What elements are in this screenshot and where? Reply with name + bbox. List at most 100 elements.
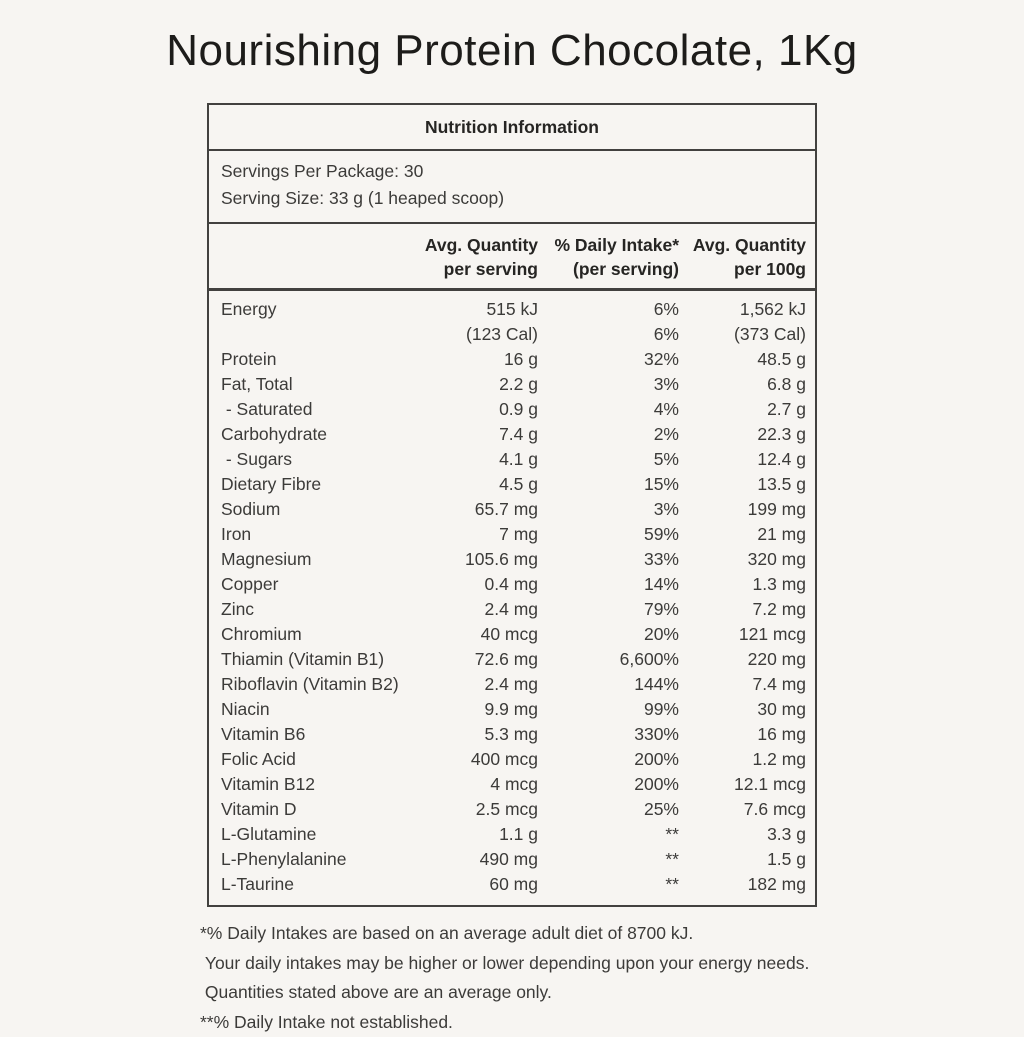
nutrient-value: 4 mcg bbox=[421, 772, 538, 797]
nutrient-value: 7 mg bbox=[421, 522, 538, 547]
nutrient-label: Vitamin B6 bbox=[209, 722, 421, 747]
servings-per-package-line: Servings Per Package: 30 bbox=[221, 158, 803, 185]
column-header-nutrient bbox=[209, 224, 421, 290]
nutrient-value: 490 mg bbox=[421, 847, 538, 872]
nutrient-value: 16 mg bbox=[679, 722, 815, 747]
nutrient-label: Sodium bbox=[209, 497, 421, 522]
nutrient-value: 40 mcg bbox=[421, 622, 538, 647]
column-header-daily-intake: % Daily Intake* (per serving) bbox=[538, 224, 679, 290]
nutrient-value: 6,600% bbox=[538, 647, 679, 672]
nutrient-value: 25% bbox=[538, 797, 679, 822]
nutrient-label: L-Phenylalanine bbox=[209, 847, 421, 872]
nutrient-value: 22.3 g bbox=[679, 422, 815, 447]
page-title: Nourishing Protein Chocolate, 1Kg bbox=[0, 0, 1024, 76]
nutrient-value: 0.9 g bbox=[421, 397, 538, 422]
nutrient-value: 200% bbox=[538, 772, 679, 797]
nutrient-value: 2.4 mg bbox=[421, 672, 538, 697]
nutrient-value: 1.1 g bbox=[421, 822, 538, 847]
nutrient-label: Iron bbox=[209, 522, 421, 547]
nutrient-label: Vitamin D bbox=[209, 797, 421, 822]
nutrient-value: 7.6 mcg bbox=[679, 797, 815, 822]
nutrient-label: Vitamin B12 bbox=[209, 772, 421, 797]
nutrient-value: 33% bbox=[538, 547, 679, 572]
nutrient-value: 72.6 mg bbox=[421, 647, 538, 672]
nutrient-label: - Saturated bbox=[209, 397, 421, 422]
nutrient-value: 0.4 mg bbox=[421, 572, 538, 597]
nutrient-value: 3.3 g bbox=[679, 822, 815, 847]
nutrient-value: 13.5 g bbox=[679, 472, 815, 497]
nutrient-value: 20% bbox=[538, 622, 679, 647]
nutrient-value: 60 mg bbox=[421, 872, 538, 905]
nutrient-value: 121 mcg bbox=[679, 622, 815, 647]
nutrient-label: Dietary Fibre bbox=[209, 472, 421, 497]
footnote-line: *% Daily Intakes are based on an average… bbox=[200, 919, 824, 949]
nutrient-label: Magnesium bbox=[209, 547, 421, 572]
nutrient-value: 515 kJ bbox=[421, 290, 538, 323]
nutrition-table: Avg. Quantity per serving % Daily Intake… bbox=[209, 224, 815, 905]
column-header-per-100g: Avg. Quantity per 100g bbox=[679, 224, 815, 290]
nutrient-value: 79% bbox=[538, 597, 679, 622]
nutrient-label: Copper bbox=[209, 572, 421, 597]
nutrient-value: 7.2 mg bbox=[679, 597, 815, 622]
nutrient-value: 400 mcg bbox=[421, 747, 538, 772]
nutrient-value: 1.3 mg bbox=[679, 572, 815, 597]
nutrient-label: Protein bbox=[209, 347, 421, 372]
nutrient-value: 16 g bbox=[421, 347, 538, 372]
nutrient-value: 182 mg bbox=[679, 872, 815, 905]
nutrient-value: 1.5 g bbox=[679, 847, 815, 872]
nutrient-value: 12.4 g bbox=[679, 447, 815, 472]
nutrient-value: 14% bbox=[538, 572, 679, 597]
nutrient-value: 7.4 g bbox=[421, 422, 538, 447]
nutrient-label: Niacin bbox=[209, 697, 421, 722]
nutrient-value: 5.3 mg bbox=[421, 722, 538, 747]
nutrient-value: 6% bbox=[538, 290, 679, 323]
nutrient-value: 99% bbox=[538, 697, 679, 722]
nutrient-value: 2% bbox=[538, 422, 679, 447]
nutrient-value: 6.8 g bbox=[679, 372, 815, 397]
nutrient-value: 1,562 kJ bbox=[679, 290, 815, 323]
header-row: Avg. Quantity per serving % Daily Intake… bbox=[209, 224, 815, 290]
nutrient-value: 1.2 mg bbox=[679, 747, 815, 772]
nutrient-value: 48.5 g bbox=[679, 347, 815, 372]
nutrient-value: ** bbox=[538, 822, 679, 847]
nutrient-value: ** bbox=[538, 847, 679, 872]
nutrient-label: Energy bbox=[209, 290, 421, 323]
nutrient-value: 6% bbox=[538, 322, 679, 347]
nutrient-label: L-Taurine bbox=[209, 872, 421, 905]
nutrient-value: 9.9 mg bbox=[421, 697, 538, 722]
nutrient-label: Thiamin (Vitamin B1) bbox=[209, 647, 421, 672]
nutrient-value: 105.6 mg bbox=[421, 547, 538, 572]
nutrient-value: 330% bbox=[538, 722, 679, 747]
nutrient-value: 3% bbox=[538, 372, 679, 397]
nutrient-value: 3% bbox=[538, 497, 679, 522]
nutrient-value: 65.7 mg bbox=[421, 497, 538, 522]
nutrient-value: 199 mg bbox=[679, 497, 815, 522]
column-header-per-serving: Avg. Quantity per serving bbox=[421, 224, 538, 290]
nutrient-value: (373 Cal) bbox=[679, 322, 815, 347]
nutrient-value: 4.5 g bbox=[421, 472, 538, 497]
nutrient-value: 4% bbox=[538, 397, 679, 422]
table-row: (123 Cal)6%(373 Cal) bbox=[209, 322, 815, 347]
nutrition-table-header: Avg. Quantity per serving % Daily Intake… bbox=[209, 224, 815, 290]
nutrient-value: 12.1 mcg bbox=[679, 772, 815, 797]
nutrient-label: Carbohydrate bbox=[209, 422, 421, 447]
